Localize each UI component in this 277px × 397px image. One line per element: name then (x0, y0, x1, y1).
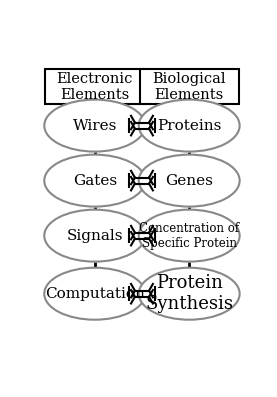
Ellipse shape (139, 100, 240, 152)
Ellipse shape (139, 268, 240, 320)
Text: Signals: Signals (66, 229, 123, 243)
Text: Gates: Gates (73, 173, 117, 188)
Text: Biological
Elements: Biological Elements (152, 71, 226, 102)
Text: Genes: Genes (165, 173, 213, 188)
Ellipse shape (44, 100, 145, 152)
Text: Computation: Computation (45, 287, 145, 301)
Text: Electronic
Elements: Electronic Elements (57, 71, 133, 102)
Text: Proteins: Proteins (157, 119, 221, 133)
Text: Wires: Wires (73, 119, 117, 133)
Ellipse shape (139, 154, 240, 206)
Ellipse shape (139, 210, 240, 262)
Bar (45, 69, 144, 104)
Ellipse shape (44, 210, 145, 262)
Bar (140, 69, 238, 104)
Text: Protein
Synthesis: Protein Synthesis (145, 274, 233, 313)
Text: Concentration of
Specific Protein: Concentration of Specific Protein (139, 222, 239, 250)
Ellipse shape (44, 268, 145, 320)
Ellipse shape (44, 154, 145, 206)
